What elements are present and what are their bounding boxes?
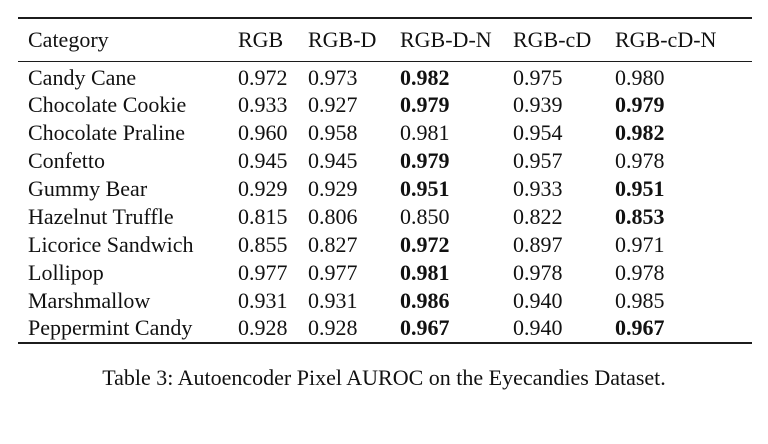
results-table: Category RGB RGB-D RGB-D-N RGB-cD RGB-cD… xyxy=(18,17,752,344)
value-cell: 0.977 xyxy=(308,259,358,285)
column-header-rgb-d-n: RGB-D-N xyxy=(400,18,513,62)
value-cell: 0.978 xyxy=(615,259,665,285)
value-cell: 0.978 xyxy=(615,147,665,173)
category-cell: Marshmallow xyxy=(28,287,151,313)
value-cell: 0.985 xyxy=(615,287,665,313)
value-cell: 0.951 xyxy=(615,175,665,201)
value-cell: 0.979 xyxy=(400,91,450,117)
value-cell: 0.929 xyxy=(238,175,288,201)
column-header-rgb-d: RGB-D xyxy=(308,18,400,62)
table-row: Licorice Sandwich 0.855 0.827 0.972 0.89… xyxy=(18,231,752,259)
value-cell: 0.855 xyxy=(238,231,288,257)
table-row: Marshmallow 0.931 0.931 0.986 0.940 0.98… xyxy=(18,287,752,315)
table-row: Gummy Bear 0.929 0.929 0.951 0.933 0.951 xyxy=(18,175,752,203)
value-cell: 0.822 xyxy=(513,203,563,229)
value-cell: 0.850 xyxy=(400,203,450,229)
value-cell: 0.982 xyxy=(400,64,450,90)
value-cell: 0.806 xyxy=(308,203,358,229)
category-cell: Lollipop xyxy=(28,259,104,285)
category-cell: Confetto xyxy=(28,147,105,173)
column-header-category: Category xyxy=(18,18,238,62)
column-header-rgb: RGB xyxy=(238,18,308,62)
table-caption: Table 3: Autoencoder Pixel AUROC on the … xyxy=(102,365,666,390)
value-cell: 0.980 xyxy=(615,64,665,90)
header-row: Category RGB RGB-D RGB-D-N RGB-cD RGB-cD… xyxy=(18,18,752,62)
value-cell: 0.853 xyxy=(615,203,665,229)
value-cell: 0.954 xyxy=(513,119,563,145)
value-cell: 0.981 xyxy=(400,259,450,285)
value-cell: 0.986 xyxy=(400,287,450,313)
value-cell: 0.981 xyxy=(400,119,450,145)
value-cell: 0.982 xyxy=(615,119,665,145)
value-cell: 0.931 xyxy=(308,287,358,313)
value-cell: 0.933 xyxy=(238,91,288,117)
column-header-rgb-cd: RGB-cD xyxy=(513,18,615,62)
category-cell: Chocolate Praline xyxy=(28,119,186,145)
value-cell: 0.945 xyxy=(238,147,288,173)
value-cell: 0.979 xyxy=(400,147,450,173)
value-cell: 0.929 xyxy=(308,175,358,201)
value-cell: 0.928 xyxy=(308,315,358,340)
category-cell: Gummy Bear xyxy=(28,175,148,201)
table-row: Confetto 0.945 0.945 0.979 0.957 0.978 xyxy=(18,147,752,175)
value-cell: 0.931 xyxy=(238,287,288,313)
value-cell: 0.967 xyxy=(400,315,450,340)
value-cell: 0.957 xyxy=(513,147,563,173)
value-cell: 0.951 xyxy=(400,175,450,201)
table-row: Chocolate Cookie 0.933 0.927 0.979 0.939… xyxy=(18,91,752,119)
value-cell: 0.827 xyxy=(308,231,358,257)
value-cell: 0.940 xyxy=(513,287,563,313)
category-cell: Chocolate Cookie xyxy=(28,91,187,117)
category-cell: Candy Cane xyxy=(28,64,137,90)
category-cell: Hazelnut Truffle xyxy=(28,203,174,229)
value-cell: 0.975 xyxy=(513,64,563,90)
value-cell: 0.939 xyxy=(513,91,563,117)
column-header-rgb-cd-n: RGB-cD-N xyxy=(615,18,752,62)
value-cell: 0.945 xyxy=(308,147,358,173)
value-cell: 0.967 xyxy=(615,315,665,340)
value-cell: 0.815 xyxy=(238,203,288,229)
table-row: Lollipop 0.977 0.977 0.981 0.978 0.978 xyxy=(18,259,752,287)
category-cell: Peppermint Candy xyxy=(28,315,193,340)
value-cell: 0.927 xyxy=(308,91,358,117)
value-cell: 0.972 xyxy=(238,64,288,90)
table-row: Chocolate Praline 0.960 0.958 0.981 0.95… xyxy=(18,119,752,147)
category-cell: Licorice Sandwich xyxy=(28,231,194,257)
value-cell: 0.973 xyxy=(308,64,358,90)
table-row: Peppermint Candy 0.928 0.928 0.967 0.940… xyxy=(18,315,752,343)
value-cell: 0.977 xyxy=(238,259,288,285)
table-row: Candy Cane 0.972 0.973 0.982 0.975 0.980 xyxy=(18,61,752,91)
value-cell: 0.958 xyxy=(308,119,358,145)
value-cell: 0.897 xyxy=(513,231,563,257)
table-row: Hazelnut Truffle 0.815 0.806 0.850 0.822… xyxy=(18,203,752,231)
value-cell: 0.928 xyxy=(238,315,288,340)
value-cell: 0.978 xyxy=(513,259,563,285)
value-cell: 0.979 xyxy=(615,91,665,117)
value-cell: 0.933 xyxy=(513,175,563,201)
value-cell: 0.940 xyxy=(513,315,563,340)
value-cell: 0.960 xyxy=(238,119,288,145)
value-cell: 0.971 xyxy=(615,231,665,257)
value-cell: 0.972 xyxy=(400,231,450,257)
